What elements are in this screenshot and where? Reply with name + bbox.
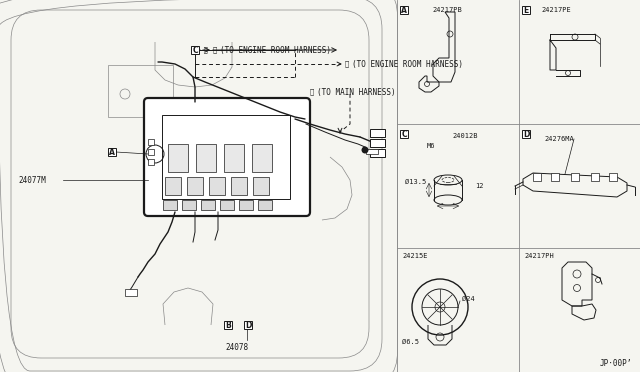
Text: 24078: 24078 (225, 343, 248, 352)
Text: Ø6.5: Ø6.5 (402, 339, 419, 345)
Bar (162, 115, 290, 199)
Bar (366, 149, 378, 154)
Text: 24217PB: 24217PB (432, 7, 461, 13)
Text: 24012B: 24012B (452, 133, 477, 139)
FancyBboxPatch shape (144, 98, 310, 216)
Bar (220, 200, 234, 210)
Bar (165, 177, 181, 195)
Bar (239, 200, 253, 210)
Text: JP·00P’: JP·00P’ (600, 359, 632, 369)
Text: 24276MA: 24276MA (544, 136, 573, 142)
Bar (571, 173, 579, 181)
Bar (522, 6, 530, 14)
Bar (163, 111, 175, 120)
Bar (551, 173, 559, 181)
Bar (400, 6, 408, 14)
Bar (187, 177, 203, 195)
Bar (370, 149, 385, 157)
Bar (533, 173, 541, 181)
Bar (609, 173, 617, 181)
Bar (191, 46, 199, 54)
Bar (370, 129, 385, 137)
Text: (TO ENGINE ROOM HARNESS): (TO ENGINE ROOM HARNESS) (220, 45, 331, 55)
Bar (148, 139, 154, 145)
Bar (244, 321, 252, 329)
Bar (231, 177, 247, 195)
Text: (TO ENGINE ROOM HARNESS): (TO ENGINE ROOM HARNESS) (352, 60, 463, 68)
Text: B: B (225, 321, 231, 330)
Bar (182, 200, 196, 210)
Bar (224, 144, 244, 172)
Bar (400, 130, 408, 138)
Bar (591, 173, 599, 181)
Text: C: C (192, 45, 198, 55)
Bar (258, 200, 272, 210)
Text: D: D (245, 321, 251, 330)
Text: M6: M6 (427, 143, 435, 149)
Text: ⓑ: ⓑ (345, 61, 349, 67)
Bar (196, 144, 216, 172)
Bar (252, 144, 272, 172)
Text: ⓐ: ⓐ (213, 47, 217, 53)
Text: D: D (523, 129, 529, 138)
Circle shape (362, 147, 369, 154)
Bar (168, 144, 188, 172)
Bar (125, 289, 137, 296)
Text: E: E (524, 6, 529, 15)
Text: A: A (109, 148, 115, 157)
Text: 24215E: 24215E (402, 253, 428, 259)
Bar (148, 149, 154, 155)
Bar (224, 321, 232, 329)
Text: A: A (401, 6, 407, 15)
Text: C: C (401, 129, 407, 138)
Text: Ø24: Ø24 (462, 296, 475, 302)
Text: Ø13.5: Ø13.5 (405, 179, 426, 185)
Text: 12: 12 (475, 183, 483, 189)
Bar (148, 111, 160, 120)
Bar (522, 130, 530, 138)
Bar (148, 159, 154, 165)
Text: ⓒ: ⓒ (310, 89, 314, 95)
Bar (201, 200, 215, 210)
Text: 24077M: 24077M (18, 176, 45, 185)
Text: (TO MAIN HARNESS): (TO MAIN HARNESS) (317, 87, 396, 96)
Bar (209, 177, 225, 195)
Bar (108, 148, 116, 156)
Text: ▶ ⓐ: ▶ ⓐ (196, 47, 210, 53)
Text: 24217PH: 24217PH (524, 253, 554, 259)
Bar (163, 200, 177, 210)
Bar (253, 177, 269, 195)
Text: 24217PE: 24217PE (541, 7, 571, 13)
Bar (370, 139, 385, 147)
